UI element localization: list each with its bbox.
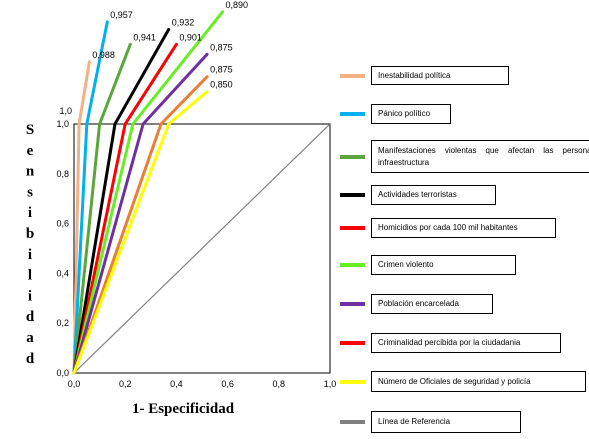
legend-swatch bbox=[340, 420, 365, 424]
legend-item: Inestabilidad política bbox=[340, 66, 509, 85]
x-axis-label: 1- Especificidad bbox=[132, 401, 235, 417]
x-tick-label: 0,4 bbox=[170, 379, 183, 389]
y-axis-label-letter: l bbox=[28, 268, 32, 284]
y-axis-label-letter: a bbox=[26, 330, 34, 346]
y-axis-label-letter: n bbox=[26, 164, 35, 180]
series-value-label-5: 0,901 bbox=[179, 32, 202, 42]
legend-swatch bbox=[340, 379, 365, 384]
y-tick-label: 0,2 bbox=[56, 318, 69, 328]
legend-item: Población encarcelada bbox=[340, 294, 493, 314]
y-tick-label: 0,4 bbox=[56, 268, 69, 278]
series-value-label-3: 0,941 bbox=[133, 32, 156, 42]
legend-label: Línea de Referencia bbox=[371, 411, 521, 433]
legend-label: Manifestaciones violentas que afectan la… bbox=[371, 140, 589, 173]
y-tick-label: 0,8 bbox=[56, 169, 69, 179]
y-axis-label-letter: i bbox=[28, 205, 32, 221]
series-value-label-1: 0,988 bbox=[92, 50, 115, 60]
legend-swatch bbox=[340, 302, 365, 306]
x-tick-label: 0,8 bbox=[273, 379, 286, 389]
series-line-1 bbox=[72, 60, 91, 375]
series-line-7 bbox=[72, 52, 209, 375]
y-top-marker-label: 1,0 bbox=[59, 106, 72, 116]
series-value-label-9: 0,850 bbox=[210, 80, 233, 90]
series-value-label-4: 0,932 bbox=[172, 17, 195, 27]
legend-item: Número de Oficiales de seguridad y polic… bbox=[340, 371, 586, 392]
legend-label: Crimen violento bbox=[371, 255, 516, 275]
legend-label: Población encarcelada bbox=[371, 294, 493, 314]
legend-swatch bbox=[340, 154, 365, 159]
y-axis-label-letter: d bbox=[26, 351, 35, 367]
x-tick-label: 0,6 bbox=[221, 379, 234, 389]
legend-label: Pánico político bbox=[371, 104, 451, 124]
legend-label: Homicidios por cada 100 mil habitantes bbox=[371, 218, 556, 238]
series-line-2 bbox=[72, 20, 109, 375]
legend-label: Actividades terroristas bbox=[371, 185, 496, 205]
series-value-label-6: 0,890 bbox=[225, 0, 248, 10]
y-axis-label-letter: d bbox=[26, 309, 35, 325]
legend-item: Homicidios por cada 100 mil habitantes bbox=[340, 218, 556, 238]
x-tick-label: 1,0 bbox=[324, 379, 337, 389]
legend-swatch bbox=[340, 263, 365, 267]
series-value-label-8: 0,875 bbox=[210, 65, 233, 75]
series-line-9 bbox=[72, 90, 209, 375]
legend-item: Actividades terroristas bbox=[340, 185, 496, 205]
y-tick-label: 0,6 bbox=[56, 219, 69, 229]
series-line-8 bbox=[72, 75, 209, 375]
legend-label: Criminalidad percibida por la ciudadania bbox=[371, 333, 561, 353]
x-tick-label: 0,2 bbox=[119, 379, 132, 389]
y-axis-label-letter: S bbox=[26, 122, 34, 138]
legend-item: Criminalidad percibida por la ciudadania bbox=[340, 333, 561, 353]
legend-label: Inestabilidad política bbox=[371, 66, 509, 85]
legend-swatch bbox=[340, 73, 365, 78]
legend-item: Crimen violento bbox=[340, 255, 516, 275]
y-axis-label-letter: i bbox=[28, 247, 32, 263]
series-value-label-2: 0,957 bbox=[110, 10, 133, 20]
legend-swatch bbox=[340, 226, 365, 230]
legend-item: Manifestaciones violentas que afectan la… bbox=[340, 140, 589, 173]
series-value-label-7: 0,875 bbox=[210, 42, 233, 52]
legend-swatch bbox=[340, 193, 365, 197]
legend-label: Número de Oficiales de seguridad y polic… bbox=[371, 371, 586, 392]
legend-item: Pánico político bbox=[340, 104, 451, 124]
legend-item: Línea de Referencia bbox=[340, 411, 521, 433]
series-line-6 bbox=[72, 10, 224, 375]
series-line-4 bbox=[72, 27, 171, 375]
x-tick-label: 0,0 bbox=[68, 379, 81, 389]
legend-swatch bbox=[340, 341, 365, 345]
y-axis-label-letter: i bbox=[28, 288, 32, 304]
series-line-3 bbox=[72, 42, 132, 375]
legend-swatch bbox=[340, 112, 365, 116]
y-axis-label-letter: b bbox=[26, 226, 34, 242]
y-axis-label-letter: e bbox=[27, 143, 34, 159]
reference-line bbox=[73, 123, 331, 374]
y-tick-label: 0,0 bbox=[56, 368, 69, 378]
y-tick-label: 1,0 bbox=[56, 119, 69, 129]
series-line-5 bbox=[72, 42, 178, 375]
y-axis-label-letter: s bbox=[27, 184, 33, 200]
